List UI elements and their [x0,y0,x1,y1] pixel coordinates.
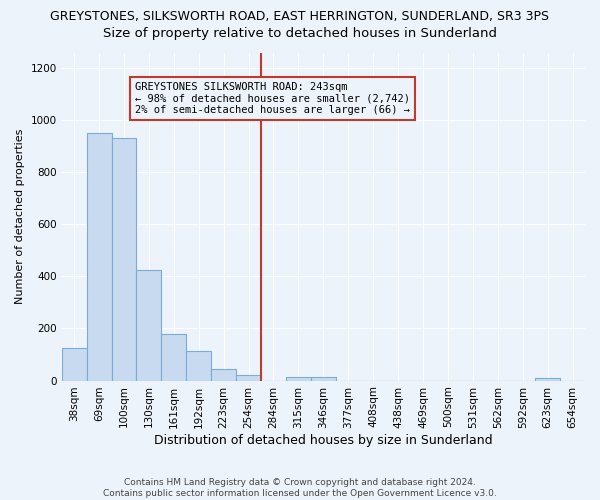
Text: GREYSTONES, SILKSWORTH ROAD, EAST HERRINGTON, SUNDERLAND, SR3 3PS: GREYSTONES, SILKSWORTH ROAD, EAST HERRIN… [50,10,550,23]
Bar [161,334,186,380]
X-axis label: Distribution of detached houses by size in Sunderland: Distribution of detached houses by size … [154,434,493,448]
Bar [311,376,336,380]
Bar [236,376,261,380]
Bar [62,348,86,380]
Y-axis label: Number of detached properties: Number of detached properties [15,129,25,304]
Bar [211,369,236,380]
Bar [86,133,112,380]
Bar [535,378,560,380]
Bar [112,138,136,380]
Text: Size of property relative to detached houses in Sunderland: Size of property relative to detached ho… [103,28,497,40]
Text: GREYSTONES SILKSWORTH ROAD: 243sqm
← 98% of detached houses are smaller (2,742)
: GREYSTONES SILKSWORTH ROAD: 243sqm ← 98%… [135,82,410,115]
Bar [286,376,311,380]
Bar [136,270,161,380]
Text: Contains HM Land Registry data © Crown copyright and database right 2024.
Contai: Contains HM Land Registry data © Crown c… [103,478,497,498]
Bar [186,352,211,380]
